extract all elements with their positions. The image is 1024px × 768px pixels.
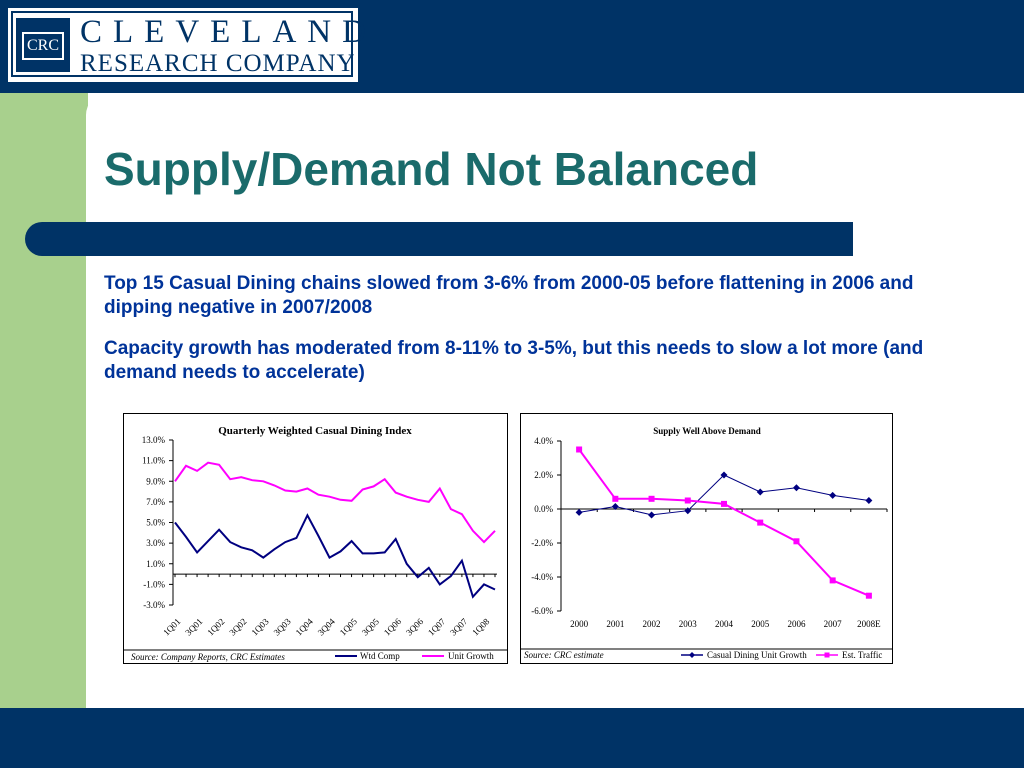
chart2-unit-growth-point xyxy=(611,502,619,510)
chart2-legend-label: Casual Dining Unit Growth xyxy=(707,650,807,660)
chart1-y-tick-label: -3.0% xyxy=(143,600,165,610)
chart1-x-tick-label: 1Q05 xyxy=(338,616,360,638)
chart2-legend-marker xyxy=(824,652,830,658)
chart1-y-tick-label: 5.0% xyxy=(146,518,165,528)
chart2-est-traffic-point xyxy=(612,495,619,502)
chart2-unit-growth-point xyxy=(575,508,583,516)
left-accent-bar xyxy=(0,93,88,708)
chart2-est-traffic-point xyxy=(684,497,691,504)
chart2-est-traffic-point xyxy=(793,538,800,545)
chart2-est-traffic-point xyxy=(576,446,583,453)
chart2-unit-growth-point xyxy=(792,484,800,492)
chart2-est-traffic-point xyxy=(757,519,764,526)
chart2-y-tick-label: -4.0% xyxy=(531,572,553,582)
chart2-y-tick-label: 0.0% xyxy=(534,504,553,514)
chart2-source-note: Source: CRC estimate xyxy=(524,650,604,660)
chart1-legend-label: Wtd Comp xyxy=(360,651,400,661)
chart2-x-tick-label: 2003 xyxy=(679,619,698,629)
chart1-x-tick-label: 1Q03 xyxy=(249,616,271,638)
chart1-legend-label: Unit Growth xyxy=(448,651,494,661)
logo-mark-text: CRC xyxy=(22,32,64,60)
title-rule xyxy=(25,222,853,256)
chart2-est-traffic-point xyxy=(648,495,655,502)
chart1-y-tick-label: 7.0% xyxy=(146,497,165,507)
chart2-x-tick-label: 2005 xyxy=(751,619,770,629)
body-paragraph-2: Capacity growth has moderated from 8-11%… xyxy=(104,338,924,383)
chart1-y-tick-label: 11.0% xyxy=(142,456,165,466)
chart2-y-tick-label: 4.0% xyxy=(534,436,553,446)
chart1-x-tick-label: 1Q04 xyxy=(294,616,316,638)
chart-supply-demand: Supply Well Above Demand 4.0% 2.0% 0.0% -2.0… xyxy=(520,413,893,664)
chart1-title: Quarterly Weighted Casual Dining Index xyxy=(218,425,412,437)
chart1-series-wtd-comp-line xyxy=(174,513,496,599)
logo-name-line2: RESEARCH COMPANY xyxy=(80,50,356,77)
logo-mark: CRC xyxy=(16,18,70,72)
chart2-title: Supply Well Above Demand xyxy=(653,426,761,436)
chart1-x-tick-label: 3Q05 xyxy=(360,616,382,638)
chart2-est-traffic-point xyxy=(721,500,727,507)
chart2-unit-growth-point xyxy=(829,491,837,499)
chart-weighted-index-svg: Quarterly Weighted Casual Dining Index 13… xyxy=(124,425,507,662)
chart1-x-tick-label: 1Q06 xyxy=(382,616,404,638)
chart2-est-traffic-point xyxy=(865,592,872,599)
chart2-series-est-traffic-line xyxy=(578,448,870,597)
logo-name-line1: CLEVELAND xyxy=(80,14,377,50)
chart2-unit-growth-point xyxy=(756,488,764,496)
chart2-unit-growth-point xyxy=(684,507,692,515)
chart2-unit-growth-point xyxy=(648,511,656,519)
chart1-y-tick-label: -1.0% xyxy=(143,579,165,589)
chart2-legend-marker xyxy=(689,652,695,658)
slide-title: Supply/Demand Not Balanced xyxy=(104,143,759,195)
chart1-source-note: Source: Company Reports, CRC Estimates xyxy=(131,652,285,662)
chart2-x-tick-label: 2008E xyxy=(857,619,881,629)
chart2-y-tick-label: -6.0% xyxy=(531,606,553,616)
chart1-x-tick-label: 3Q03 xyxy=(272,616,294,638)
chart2-x-tick-label: 2002 xyxy=(643,619,661,629)
chart2-unit-growth-point xyxy=(720,471,728,479)
chart-supply-demand-svg: Supply Well Above Demand 4.0% 2.0% 0.0% -2.0… xyxy=(521,426,892,660)
body-paragraph-1: Top 15 Casual Dining chains slowed from … xyxy=(104,273,914,318)
chart1-x-tick-label: 1Q07 xyxy=(426,616,448,638)
chart1-series-unit-growth-line xyxy=(174,461,496,544)
chart1-x-tick-label: 1Q01 xyxy=(161,616,182,637)
chart1-y-tick-label: 13.0% xyxy=(142,435,166,445)
chart2-unit-growth-point xyxy=(865,497,873,504)
chart1-x-tick-label: 3Q01 xyxy=(183,616,204,637)
chart1-x-tick-label: 3Q04 xyxy=(316,616,338,638)
chart2-x-tick-label: 2004 xyxy=(715,619,734,629)
logo-frame xyxy=(11,11,353,77)
chart2-est-traffic-point xyxy=(829,577,836,584)
chart1-x-tick-label: 3Q06 xyxy=(404,616,426,638)
chart2-y-tick-label: 2.0% xyxy=(534,470,553,480)
chart2-y-tick-label: -2.0% xyxy=(531,538,553,548)
chart2-x-tick-label: 2007 xyxy=(824,619,843,629)
chart-weighted-index: Quarterly Weighted Casual Dining Index 13… xyxy=(123,413,508,664)
chart2-x-tick-label: 2006 xyxy=(787,619,806,629)
chart1-x-tick-label: 1Q02 xyxy=(205,616,226,637)
chart2-x-tick-label: 2001 xyxy=(606,619,624,629)
chart1-y-tick-label: 9.0% xyxy=(146,476,165,486)
company-logo: CRC CLEVELAND RESEARCH COMPANY xyxy=(8,8,366,82)
chart1-y-tick-label: 3.0% xyxy=(146,538,165,548)
bottom-banner xyxy=(0,708,1024,768)
chart2-legend-label: Est. Traffic xyxy=(842,650,882,660)
chart2-x-tick-label: 2000 xyxy=(570,619,589,629)
chart1-y-tick-label: 1.0% xyxy=(146,559,165,569)
chart1-x-tick-label: 3Q07 xyxy=(448,616,470,638)
chart1-x-tick-label: 3Q02 xyxy=(227,616,248,637)
chart1-x-tick-label: 1Q08 xyxy=(470,616,492,638)
